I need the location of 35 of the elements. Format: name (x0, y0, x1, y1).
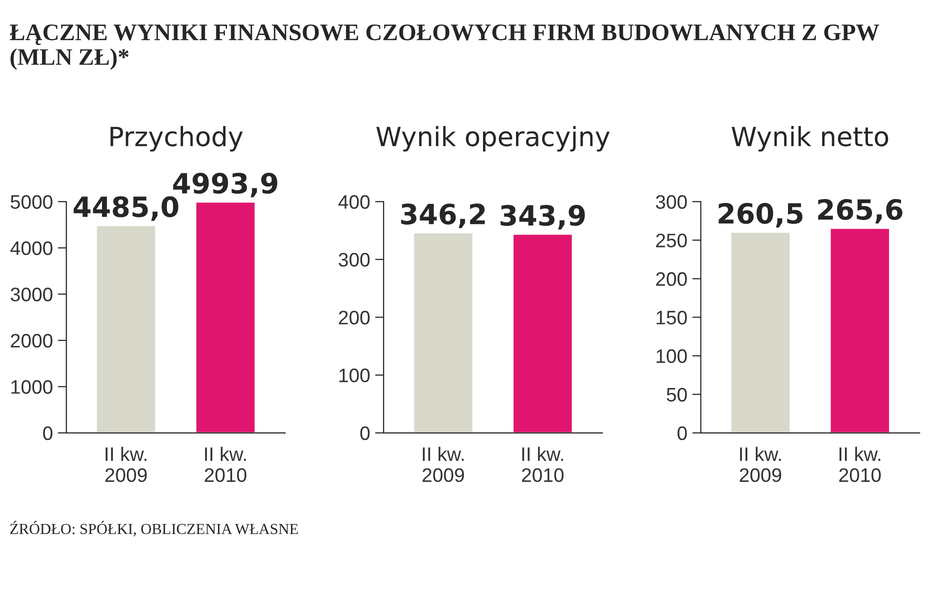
data-label: 346,2 (401, 204, 485, 228)
y-tick-label: 4000 (10, 241, 52, 256)
data-label: 260,5 (718, 202, 802, 228)
y-tick-label: 0 (43, 426, 52, 440)
text: ŹRÓDŁO: SPÓŁKI, OBLICZENIA WŁASNE (10, 520, 298, 536)
y-tick-label: 100 (656, 349, 687, 364)
y-tick-label: 150 (656, 310, 687, 324)
y-tick-label: 0 (678, 426, 687, 440)
y-tick-label: 0 (360, 426, 370, 440)
y-tick-label: 50 (666, 388, 687, 402)
x-tick-label: II kw. 2009 (740, 446, 782, 482)
y-tick-label: 100 (339, 368, 370, 382)
y-tick-label: 400 (338, 195, 370, 209)
y-tick-label: 1000 (11, 380, 52, 394)
x-tick-label: II kw. 2010 (522, 446, 564, 482)
y-tick-label: 3000 (10, 288, 52, 302)
text: ŁĄCZNE WYNIKI FINANSOWE CZOŁOWYCH FIRM BUDOWLANYCH Z GPW (MLN ZŁ)* (10, 24, 880, 70)
data-label: 4485,0 (74, 196, 178, 221)
x-tick-label: II kw. 2010 (204, 446, 246, 482)
y-tick-label: 5000 (10, 195, 52, 209)
y-tick-label: 250 (656, 234, 687, 248)
data-label: 4993,9 (173, 172, 278, 198)
x-tick-label: II kw. 2010 (839, 446, 881, 482)
y-tick-label: 200 (338, 310, 370, 324)
y-tick-label: 300 (338, 252, 370, 267)
data-label: 265,6 (818, 198, 902, 224)
chart-title: Wynik netto (732, 126, 888, 152)
chart-title: Wynik operacyjny (376, 126, 610, 152)
y-tick-label: 2000 (10, 334, 52, 348)
y-tick-label: 300 (656, 195, 687, 209)
chart-title: Przychody (110, 126, 243, 152)
x-tick-label: II kw. 2009 (105, 446, 147, 482)
y-tick-label: 200 (656, 272, 687, 286)
x-tick-label: II kw. 2009 (422, 446, 464, 482)
data-label: 343,9 (500, 204, 585, 230)
